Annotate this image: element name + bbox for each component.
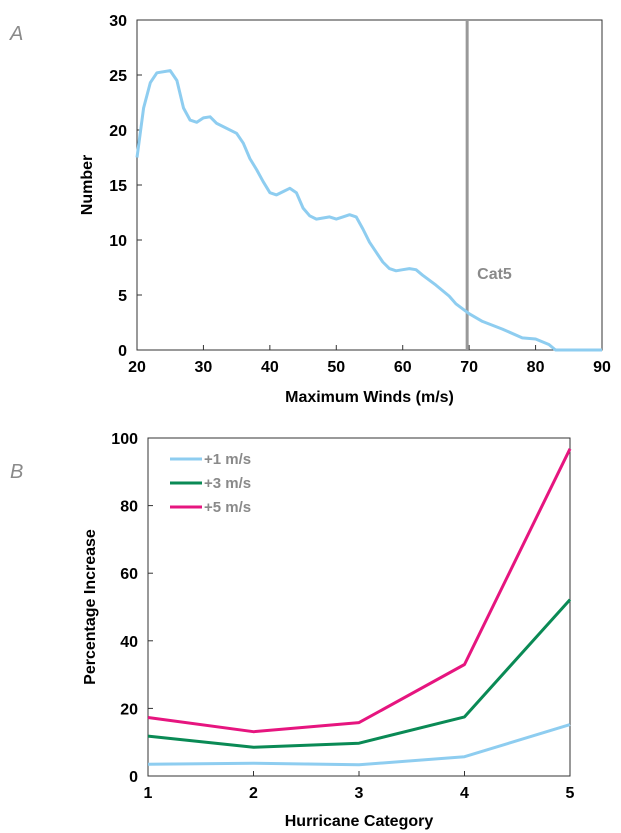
panel-a-x-tick-label: 20 [128,359,146,376]
panel-b-series-line-1 [147,723,571,767]
panel-a-y-tick-label: 5 [118,288,127,305]
panel-a-y-tick-label: 30 [109,13,127,30]
panel-b-x-axis-title: Hurricane Category [285,813,434,830]
panel-b-legend: +1 m/s +3 m/s +5 m/s [170,451,251,516]
panel-b-y-tick-label: 100 [111,431,138,448]
panel-a-y-tick-label: 10 [109,233,127,250]
panel-b-x-tick-label: 2 [249,785,258,802]
panel-a-y-tick-label: 0 [118,343,127,360]
panel-a-x-tick-label: 50 [327,359,345,376]
panel-b-series [147,448,572,767]
panel-a-x-tick-label: 40 [261,359,279,376]
panel-b-x-tick-label: 1 [144,785,153,802]
legend-label: +1 m/s [204,451,251,468]
panel-a-frame [136,19,603,351]
panel-b-series-line-2 [147,598,572,749]
panel-a-x-axis-title: Maximum Winds (m/s) [285,389,454,406]
panel-b-chart: 1 2 3 4 5 0 20 40 60 80 100 +1 m/s +3 m/s +5 m/s Hur… [82,431,575,830]
panel-b-ticks: 1 2 3 4 5 0 20 40 60 80 100 [111,431,574,802]
cat5-label: Cat5 [477,266,512,283]
panel-b-y-tick-label: 0 [129,769,138,786]
panel-a-x-tick-label: 80 [527,359,545,376]
panel-b-y-axis-title: Percentage Increase [82,529,99,685]
panel-a-ticks: 20 30 40 50 60 70 80 90 0 5 10 15 20 25 30 [109,13,611,376]
panel-b-y-tick-label: 20 [120,701,138,718]
panel-a-annotations: Cat5 [465,20,512,350]
panel-b-y-tick-label: 40 [120,634,138,651]
panel-a-x-tick-label: 30 [195,359,213,376]
legend-label: +5 m/s [204,499,251,516]
panel-b-x-tick-label: 5 [566,785,575,802]
legend-label: +3 m/s [204,475,251,492]
panel-a-x-tick-label: 70 [460,359,478,376]
panel-a-y-axis-title: Number [79,155,96,215]
panel-a-x-tick-label: 90 [593,359,611,376]
panel-a-chart: 20 30 40 50 60 70 80 90 0 5 10 15 20 25 30 Cat5 Maximu… [79,13,611,406]
panel-a-series-line [135,69,602,352]
panel-b-y-tick-label: 80 [120,499,138,516]
panel-b-series-line-3 [147,448,572,734]
panel-b-y-tick-label: 60 [120,566,138,583]
panel-a-y-tick-label: 15 [109,178,127,195]
panel-b-letter: B [10,461,23,483]
panel-b-x-tick-label: 3 [355,785,364,802]
panel-a-y-tick-label: 25 [109,68,127,85]
panel-a-series [135,69,602,352]
panel-b-x-tick-label: 4 [460,785,469,802]
panel-a-letter: A [9,23,23,45]
panel-a-y-tick-label: 20 [109,123,127,140]
panel-a-x-tick-label: 60 [394,359,412,376]
